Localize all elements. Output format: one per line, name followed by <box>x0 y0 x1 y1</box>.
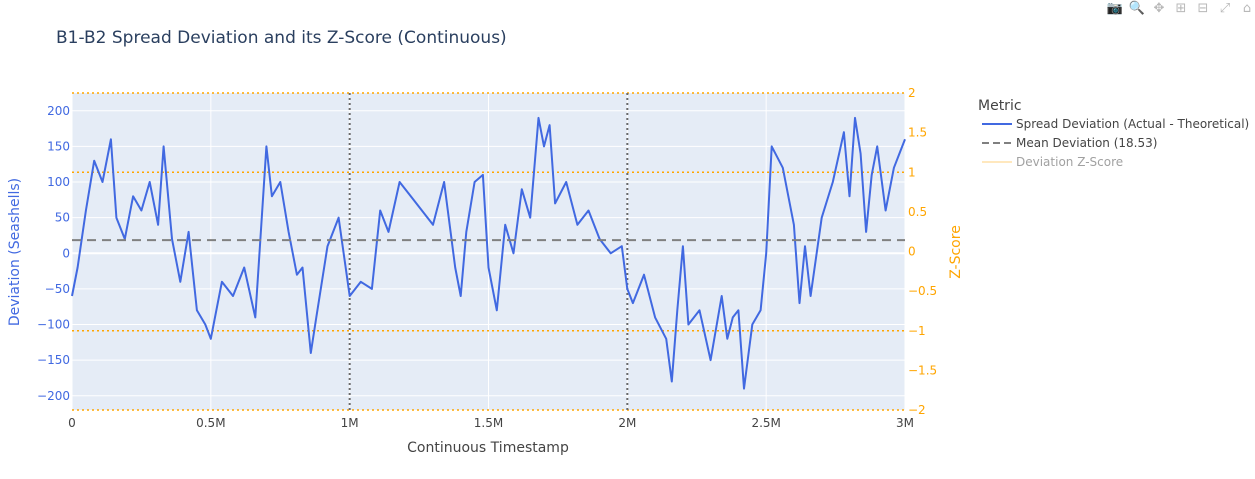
legend-label: Deviation Z-Score <box>1016 155 1123 169</box>
zoom-out-icon[interactable]: ⊟ <box>1197 0 1209 16</box>
camera-icon[interactable]: 📷 <box>1106 0 1124 16</box>
series-layer <box>71 116 906 390</box>
y2-axis-ticks: −2 −1.5 −1 −0.5 0 0.5 1 1.5 2 <box>908 86 937 417</box>
y2-tick-label: 0.5 <box>908 205 927 219</box>
y-axis-label: Deviation (Seashells) <box>7 178 23 326</box>
home-icon[interactable]: ⌂ <box>1242 0 1252 16</box>
y2-tick-label: 1.5 <box>908 126 927 140</box>
legend-item[interactable]: Mean Deviation (18.53) <box>982 136 1157 150</box>
x-tick-label: 3M <box>896 416 914 430</box>
x-tick-label: 1M <box>341 416 359 430</box>
legend-title: Metric <box>978 98 1022 114</box>
legend-item[interactable]: Deviation Z-Score <box>982 155 1123 169</box>
y2-tick-label: −1.5 <box>908 363 937 377</box>
x-tick-label: 2M <box>618 416 636 430</box>
zoom-icon[interactable]: 🔍 <box>1128 0 1146 16</box>
x-tick-label: 1.5M <box>474 416 503 430</box>
zoom-in-icon[interactable]: ⊞ <box>1175 0 1187 16</box>
legend-label: Spread Deviation (Actual - Theoretical) <box>1016 117 1249 131</box>
y-tick-label: 50 <box>55 211 70 225</box>
y-tick-label: −50 <box>45 282 70 296</box>
spread-deviation-line <box>71 116 906 390</box>
pan-icon[interactable]: ✥ <box>1153 0 1165 16</box>
legend-label: Mean Deviation (18.53) <box>1016 136 1157 150</box>
y2-tick-label: −2 <box>908 403 926 417</box>
zscore-reference-lines <box>72 92 905 411</box>
y-tick-label: −150 <box>37 353 70 367</box>
autoscale-icon[interactable]: ⤢ <box>1219 0 1231 16</box>
y-tick-label: −200 <box>37 389 70 403</box>
y-axis-ticks: −200 −150 −100 −50 0 50 100 150 200 <box>37 104 70 403</box>
y2-tick-label: 0 <box>908 245 916 259</box>
x-tick-label: 2.5M <box>751 416 780 430</box>
x-tick-label: 0.5M <box>196 416 225 430</box>
y-tick-label: 200 <box>47 104 70 118</box>
x-axis-ticks: 0 0.5M 1M 1.5M 2M 2.5M 3M <box>68 416 914 430</box>
y-tick-label: −100 <box>37 318 70 332</box>
chart-title: B1-B2 Spread Deviation and its Z-Score (… <box>56 28 507 48</box>
y-tick-label: 150 <box>47 139 70 153</box>
y2-tick-label: −0.5 <box>908 284 937 298</box>
legend: Metric Spread Deviation (Actual - Theore… <box>978 98 1249 169</box>
modebar: 📷 🔍 ✥ ⊞ ⊟ ⤢ ⌂ <box>1107 0 1255 16</box>
y-tick-label: 0 <box>62 246 70 260</box>
legend-item[interactable]: Spread Deviation (Actual - Theoretical) <box>982 117 1249 131</box>
x-axis-label: Continuous Timestamp <box>407 440 569 456</box>
y2-tick-label: −1 <box>908 324 926 338</box>
y2-tick-label: 1 <box>908 165 916 179</box>
y2-axis-label: Z-Score <box>948 225 964 279</box>
y2-tick-label: 2 <box>908 86 916 100</box>
y-tick-label: 100 <box>47 175 70 189</box>
x-tick-label: 0 <box>68 416 76 430</box>
